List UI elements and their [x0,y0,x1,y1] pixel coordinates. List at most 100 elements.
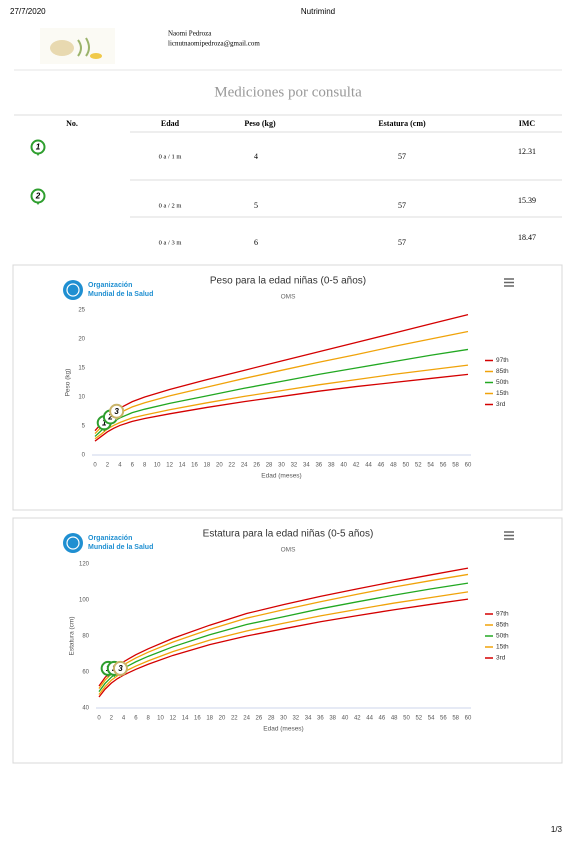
x-tick-label: 30 [280,716,287,722]
y-tick-label: 100 [79,598,90,604]
table: No. Edad Peso (kg) Estatura (cm) IMC 1 0 a / 1… [14,114,562,247]
menu-icon [504,531,514,540]
percentile-line [98,591,469,695]
x-tick-label: 52 [415,716,422,722]
marker-pin: 2 [30,188,46,205]
marker-label: 2 [107,413,113,422]
marker-label: 3 [118,664,123,673]
y-tick-label: 15 [78,366,85,372]
chart-frame [12,264,563,511]
marker-label: 1 [102,418,107,427]
who-logo: Organización Mundial de la Salud [63,280,153,300]
x-tick-label: 8 [147,716,151,722]
x-tick-label: 0 [97,716,101,722]
page-number: 1/3 [551,825,563,834]
x-tick-label: 34 [303,463,310,469]
cell-peso: 4 [254,152,258,161]
chart-title: Peso para la edad niñas (0-5 años) [210,276,366,287]
x-tick-label: 6 [131,463,135,469]
cell-peso: 6 [254,238,258,247]
x-tick-label: 60 [465,716,472,722]
x-tick-label: 28 [268,716,275,722]
legend-label: 15th [496,390,509,397]
marker-pin: 3 [109,403,125,421]
column-header: Edad [161,119,180,128]
x-axis-label: Edad (meses) [261,473,301,480]
x-tick-label: 34 [305,716,312,722]
legend-label: 85th [496,622,509,629]
x-tick-label: 28 [266,463,273,469]
app-name: Nutrimind [301,7,335,16]
x-tick-label: 54 [428,716,435,722]
marker-label: 3 [114,407,119,416]
x-tick-label: 2 [110,716,114,722]
x-tick-label: 60 [465,463,472,469]
who-logo: Organización Mundial de la Salud [63,533,153,553]
marker-pin: 1 [30,139,46,156]
cell-edad: 0 a / 1 m [159,153,182,160]
cell-imc: 12.31 [518,147,536,156]
x-tick-label: 12 [166,463,173,469]
x-tick-label: 4 [118,463,122,469]
chart-title: Estatura para la edad niñas (0-5 años) [203,529,374,540]
x-tick-label: 56 [440,716,447,722]
y-tick-label: 25 [78,308,85,314]
x-tick-label: 22 [231,716,238,722]
x-tick-label: 58 [452,716,459,722]
x-tick-label: 40 [340,463,347,469]
x-tick-label: 36 [317,716,324,722]
x-tick-label: 6 [134,716,138,722]
x-tick-label: 14 [179,463,186,469]
cell-estatura: 57 [398,201,406,210]
legend-label: 97th [496,611,509,618]
legend-label: 3rd [496,655,506,662]
chart: Peso para la edad niñas (0-5 años) OMS Org… [12,264,563,511]
x-axis-label: Edad (meses) [263,726,303,733]
x-tick-label: 22 [228,463,235,469]
logo-text: Mundial de la Salud [88,291,153,298]
y-tick-label: 20 [78,337,85,343]
x-tick-label: 16 [194,716,201,722]
percentile-line [94,373,469,442]
x-tick-label: 42 [353,463,360,469]
percentile-line [98,598,469,698]
print-date: 27/7/2020 [10,7,46,16]
x-tick-label: 58 [452,463,459,469]
menu-icon [504,278,514,287]
chart-subtitle: OMS [281,547,296,554]
profile-name: Naomi Pedroza [168,30,212,38]
chart: Estatura para la edad niñas (0-5 años) OM… [12,517,563,764]
x-tick-label: 38 [328,463,335,469]
percentile-line [94,364,469,440]
legend-label: 97th [496,357,509,364]
marker-label: 1 [36,143,41,152]
x-tick-label: 10 [154,463,161,469]
x-tick-label: 24 [241,463,248,469]
x-tick-label: 44 [365,463,372,469]
x-tick-label: 0 [93,463,97,469]
x-tick-label: 20 [219,716,226,722]
x-tick-label: 14 [182,716,189,722]
chart-frame [12,517,563,764]
legend-label: 15th [496,644,509,651]
x-tick-label: 30 [278,463,285,469]
y-axis-label: Estatura (cm) [69,616,76,655]
x-tick-label: 36 [315,463,322,469]
legend-label: 85th [496,368,509,375]
x-tick-label: 48 [390,463,397,469]
column-header: Estatura (cm) [378,119,426,128]
y-tick-label: 120 [79,562,90,568]
cell-peso: 5 [254,201,258,210]
x-tick-label: 20 [216,463,223,469]
x-tick-label: 54 [427,463,434,469]
legend-label: 3rd [496,401,506,408]
chart-subtitle: OMS [281,294,296,301]
y-axis-label: Peso (kg) [65,369,72,397]
logo-text: Mundial de la Salud [88,544,153,551]
logo-text: Organización [88,282,132,289]
cell-estatura: 57 [398,238,406,247]
cell-estatura: 57 [398,152,406,161]
cell-edad: 0 a / 2 m [159,202,182,209]
section-title: Mediciones por consulta [214,84,362,100]
